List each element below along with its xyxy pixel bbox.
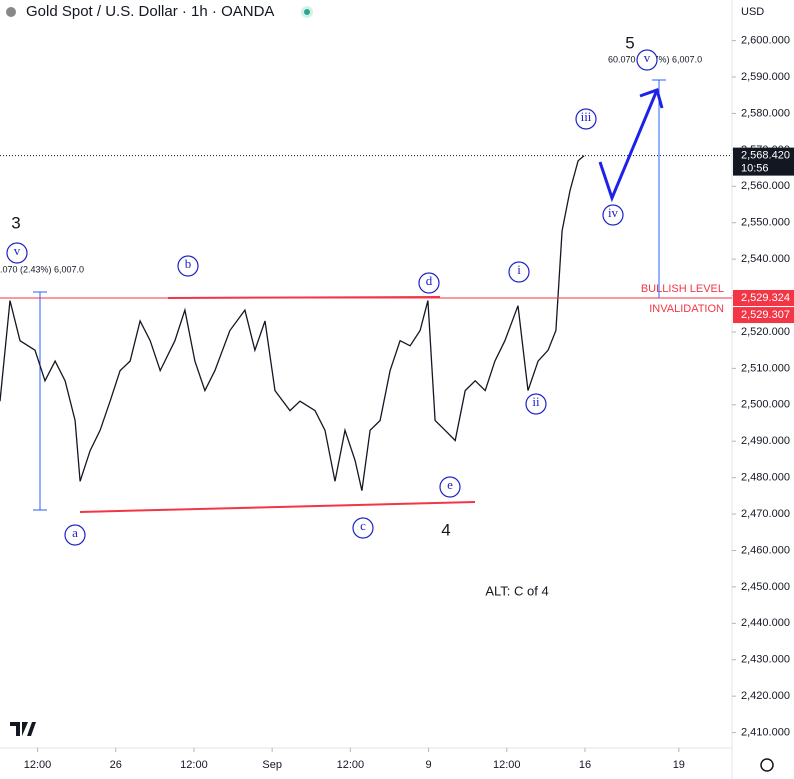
wave-marker: [636, 49, 658, 71]
y-tick-label: 2,490.000: [741, 435, 790, 447]
settings-icon[interactable]: [760, 758, 774, 772]
wave-label: e: [447, 477, 453, 492]
y-tick-label: 2,460.000: [741, 544, 790, 556]
y-tick-label: 2,510.000: [741, 362, 790, 374]
wave-label: v: [644, 50, 651, 65]
x-tick-label: 12:00: [493, 759, 521, 771]
alt-note: ALT: C of 4: [485, 583, 548, 598]
currency: USD: [741, 6, 764, 18]
y-tick-label: 2,580.000: [741, 107, 790, 119]
level-text: BULLISH LEVEL: [641, 283, 724, 295]
x-tick-label: 12:00: [180, 759, 208, 771]
y-tick-label: 2,540.000: [741, 253, 790, 265]
price-tag-label: 2,568.420: [741, 150, 790, 162]
price-tag: [733, 147, 794, 176]
wave-marker: [64, 524, 86, 546]
level-text: INVALIDATION: [649, 303, 724, 315]
degree-label: 4: [441, 520, 450, 539]
wave-marker: [508, 261, 530, 283]
symbol-icon: [6, 7, 16, 17]
y-tick-label: 2,410.000: [741, 726, 790, 738]
level-tag: [733, 289, 794, 306]
wave-label: iv: [608, 205, 619, 220]
wave-marker: [177, 255, 199, 277]
wave-marker: [602, 204, 624, 226]
level-tag-label: 2,529.307: [741, 309, 790, 321]
wave-label: ii: [532, 394, 540, 409]
logo: [10, 722, 36, 736]
degree-label: 5: [625, 33, 634, 52]
countdown: 10:56: [741, 163, 769, 175]
support-line: [79, 501, 476, 513]
level-tag: [733, 307, 794, 324]
level-tag-label: 2,529.324: [741, 292, 790, 304]
y-tick-label: 2,420.000: [741, 690, 790, 702]
x-tick-label: 12:00: [24, 759, 52, 771]
wave-label: b: [185, 256, 192, 271]
wave-marker: [352, 517, 374, 539]
wave-marker: [418, 272, 440, 294]
y-tick-label: 2,430.000: [741, 654, 790, 666]
y-tick-label: 2,550.000: [741, 217, 790, 229]
wave-label: a: [72, 525, 78, 540]
wave-marker: [6, 242, 28, 264]
x-tick-label: 16: [579, 759, 591, 771]
y-tick-label: 2,560.000: [741, 180, 790, 192]
wave-label: v: [14, 243, 21, 258]
projection-arrow: [598, 89, 659, 203]
x-tick-label: 12:00: [337, 759, 365, 771]
wave-label: d: [426, 273, 433, 288]
x-tick-label: 9: [426, 759, 432, 771]
y-tick-label: 2,500.000: [741, 399, 790, 411]
projection-arrow: [639, 88, 664, 109]
degree-label: 3: [11, 213, 20, 232]
status-dot: [304, 9, 310, 15]
measure-text: .070 (2.43%) 6,007.0: [0, 264, 84, 274]
y-tick-label: 2,590.000: [741, 71, 790, 83]
y-tick-label: 2,450.000: [741, 581, 790, 593]
wave-marker: [525, 393, 547, 415]
chart-title: Gold Spot / U.S. Dollar · 1h · OANDA: [26, 3, 274, 20]
price-line: [0, 155, 585, 491]
wave-label: iii: [581, 109, 592, 124]
x-tick-label: Sep: [262, 759, 282, 771]
wave-label: c: [360, 518, 366, 533]
wave-label: i: [517, 262, 521, 277]
y-tick-label: 2,470.000: [741, 508, 790, 520]
x-tick-label: 26: [110, 759, 122, 771]
x-tick-label: 19: [673, 759, 685, 771]
y-tick-label: 2,600.000: [741, 34, 790, 46]
y-tick-label: 2,480.000: [741, 472, 790, 484]
wave-marker: [575, 108, 597, 130]
y-tick-label: 2,520.000: [741, 326, 790, 338]
wave-marker: [439, 476, 461, 498]
y-tick-label: 2,440.000: [741, 617, 790, 629]
